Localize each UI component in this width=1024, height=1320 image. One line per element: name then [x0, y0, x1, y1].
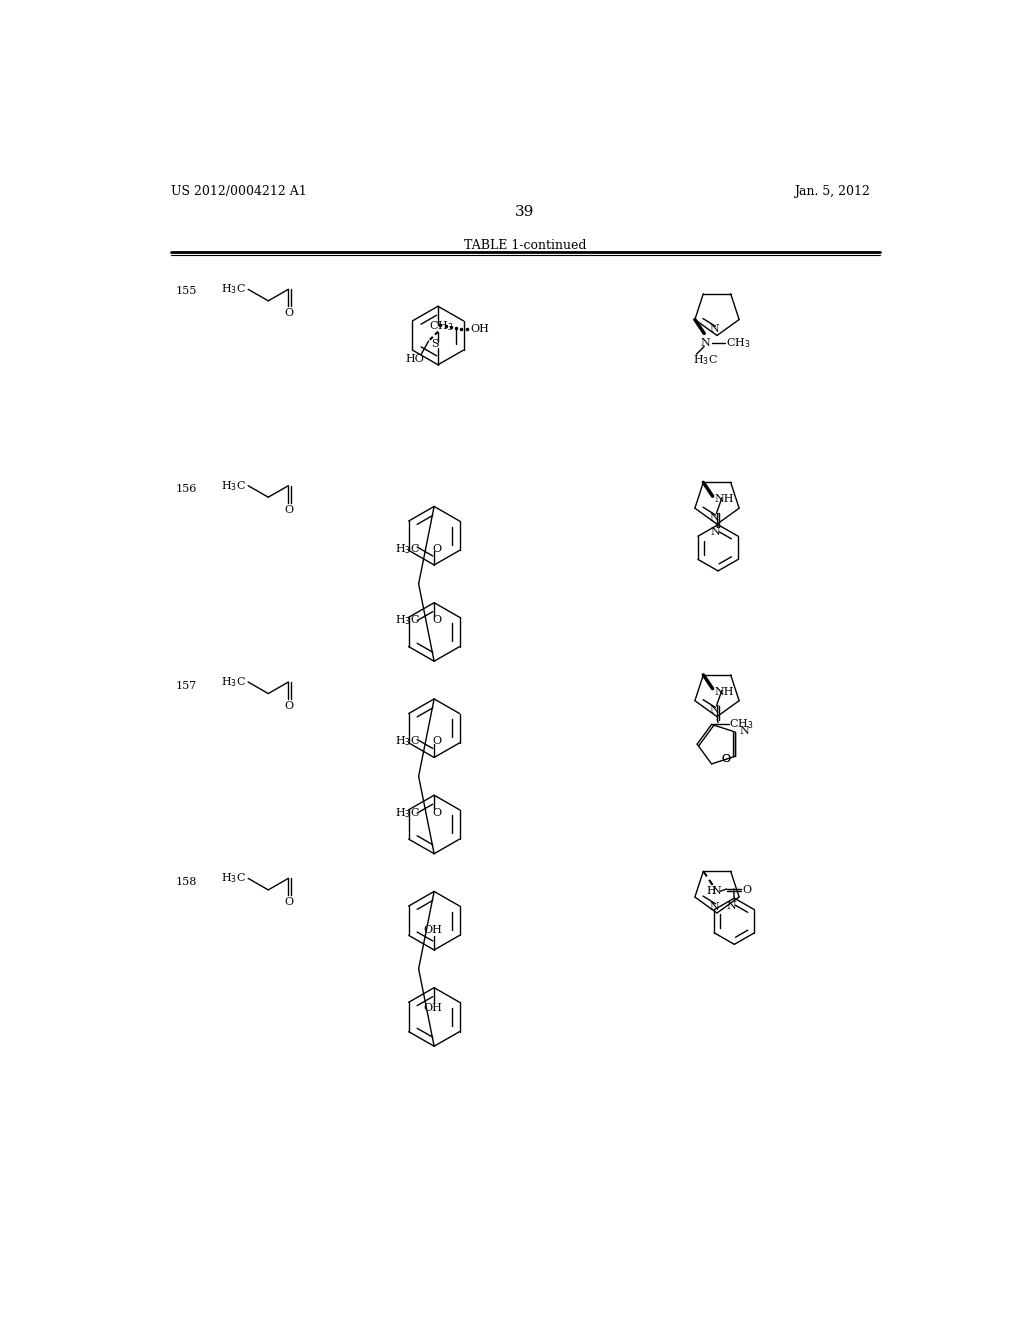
- Text: O: O: [432, 544, 441, 554]
- Text: O: O: [285, 504, 294, 515]
- Text: H: H: [707, 886, 716, 896]
- Text: H$_3$C: H$_3$C: [221, 675, 246, 689]
- Text: O: O: [432, 615, 441, 626]
- Text: N: N: [726, 900, 736, 911]
- Text: O: O: [742, 884, 752, 895]
- Text: US 2012/0004212 A1: US 2012/0004212 A1: [171, 185, 306, 198]
- Text: OH: OH: [423, 925, 442, 935]
- Text: 158: 158: [176, 878, 198, 887]
- Text: O: O: [432, 737, 441, 746]
- Text: Jan. 5, 2012: Jan. 5, 2012: [795, 185, 870, 198]
- Text: O: O: [285, 701, 294, 711]
- Text: NH: NH: [714, 686, 733, 697]
- Text: 157: 157: [176, 681, 198, 690]
- Text: H$_3$C: H$_3$C: [692, 354, 718, 367]
- Text: N: N: [709, 705, 719, 715]
- Text: O: O: [721, 754, 730, 764]
- Text: H$_3$C: H$_3$C: [395, 807, 420, 820]
- Text: H$_3$C: H$_3$C: [395, 543, 420, 556]
- Text: N: N: [709, 325, 719, 334]
- Text: 155: 155: [176, 286, 198, 296]
- Text: OH: OH: [423, 1003, 442, 1012]
- Text: HO: HO: [406, 354, 424, 363]
- Text: N: N: [739, 726, 749, 735]
- Text: 156: 156: [176, 484, 198, 495]
- Text: OH: OH: [471, 325, 489, 334]
- Text: CH$_3$: CH$_3$: [729, 718, 754, 731]
- Text: 39: 39: [515, 206, 535, 219]
- Text: H$_3$C: H$_3$C: [221, 282, 246, 296]
- Text: N: N: [709, 902, 719, 912]
- Text: S: S: [431, 339, 438, 348]
- Text: H$_3$C: H$_3$C: [221, 871, 246, 886]
- Text: TABLE 1-continued: TABLE 1-continued: [464, 239, 586, 252]
- Text: O: O: [721, 754, 730, 764]
- Text: H$_3$C: H$_3$C: [221, 479, 246, 492]
- Text: O: O: [432, 808, 441, 818]
- Text: N: N: [710, 528, 720, 537]
- Text: CH$_3$: CH$_3$: [429, 319, 454, 333]
- Text: H$_3$C: H$_3$C: [395, 734, 420, 748]
- Text: H$_3$C: H$_3$C: [395, 614, 420, 627]
- Text: O: O: [285, 898, 294, 907]
- Text: CH$_3$: CH$_3$: [726, 335, 751, 350]
- Text: N: N: [700, 338, 711, 347]
- Text: O: O: [285, 308, 294, 318]
- Text: NH: NH: [714, 494, 733, 504]
- Text: N: N: [709, 513, 719, 523]
- Text: N: N: [711, 886, 721, 896]
